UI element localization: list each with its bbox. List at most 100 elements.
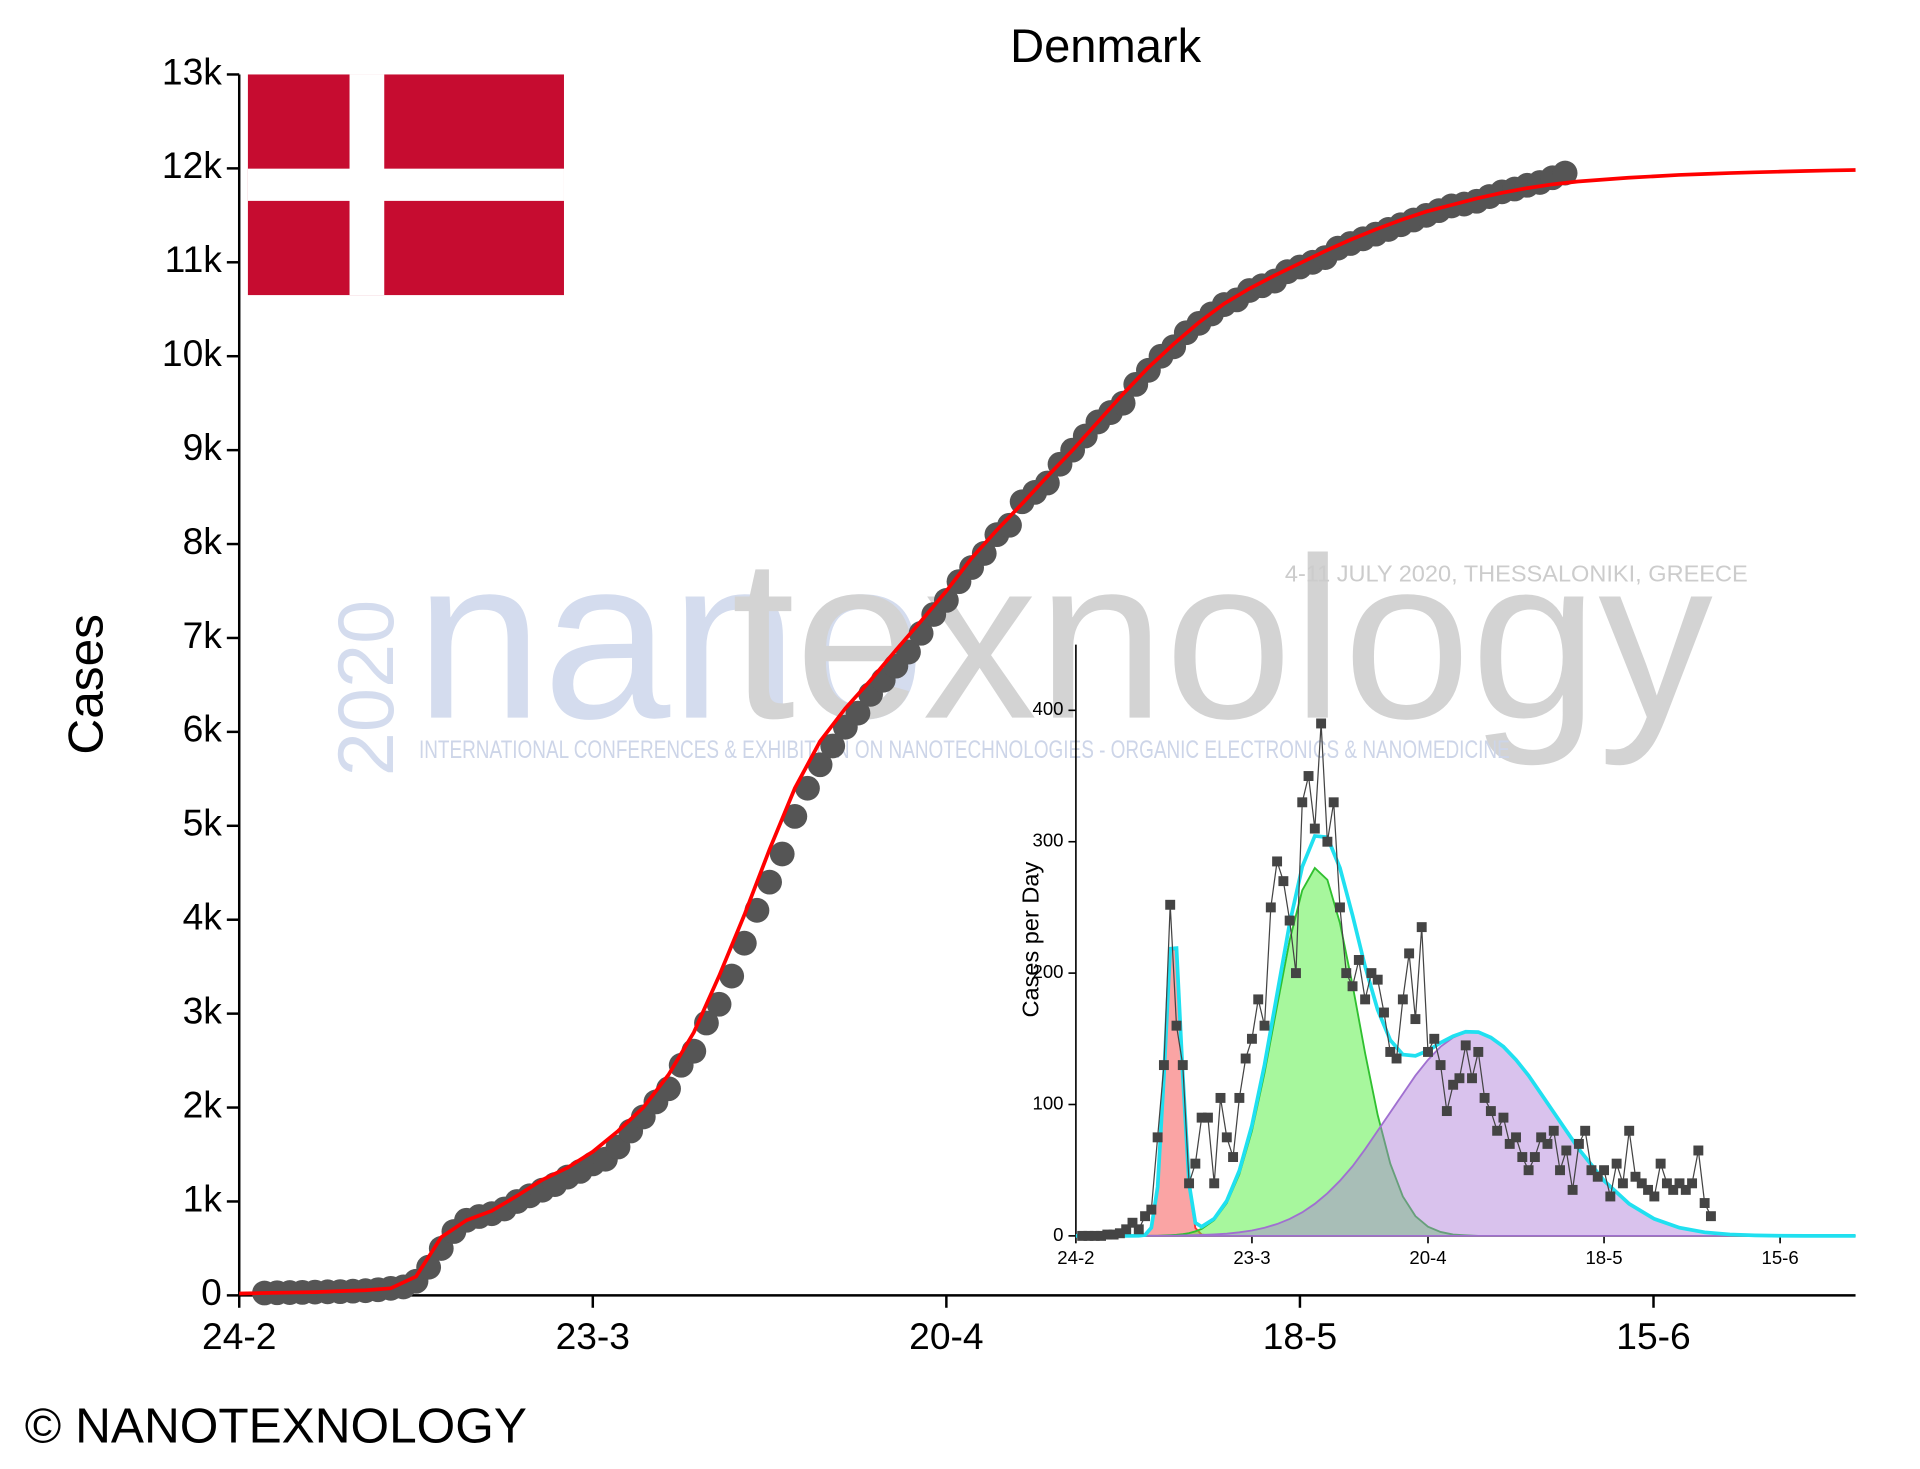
data-point bbox=[807, 752, 833, 778]
data-point bbox=[795, 775, 820, 801]
watermark-dates: 4-11 JULY 2020, THESSALONIKI, GREECE bbox=[1285, 560, 1748, 586]
y-tick-label: 2k bbox=[183, 1083, 223, 1125]
data-point bbox=[1687, 1178, 1698, 1189]
data-point bbox=[1586, 1165, 1597, 1176]
data-point bbox=[971, 541, 997, 566]
y-tick-label: 13k bbox=[162, 50, 222, 92]
data-point bbox=[1542, 1138, 1553, 1149]
data-point bbox=[1649, 1191, 1660, 1202]
data-point bbox=[1215, 1092, 1226, 1103]
data-point bbox=[1391, 1053, 1402, 1064]
data-point bbox=[1661, 1178, 1672, 1189]
watermark-texnology: texnology bbox=[731, 510, 1713, 767]
data-point bbox=[896, 639, 921, 665]
x-tick-label: 23-3 bbox=[1233, 1247, 1270, 1268]
y-tick-label: 7k bbox=[183, 614, 223, 656]
data-point bbox=[1552, 160, 1578, 186]
data-point bbox=[1473, 1046, 1484, 1057]
data-point bbox=[845, 700, 871, 726]
x-tick-label: 18-5 bbox=[1263, 1315, 1337, 1357]
y-tick-label: 100 bbox=[1032, 1092, 1063, 1113]
data-point bbox=[428, 1236, 454, 1261]
data-point bbox=[1353, 955, 1364, 965]
y-tick-label: 12k bbox=[162, 144, 222, 186]
y-tick-label: 10k bbox=[162, 332, 222, 374]
data-point bbox=[1121, 1224, 1132, 1235]
data-point bbox=[1102, 1229, 1113, 1240]
data-point bbox=[731, 930, 757, 956]
data-point bbox=[1699, 1198, 1710, 1208]
data-point bbox=[782, 804, 808, 829]
data-point bbox=[706, 991, 732, 1017]
data-point bbox=[1517, 1152, 1528, 1163]
data-point bbox=[1385, 1046, 1396, 1057]
data-point bbox=[1322, 836, 1333, 847]
data-point bbox=[1089, 1230, 1100, 1241]
data-point bbox=[1127, 1217, 1138, 1228]
data-point bbox=[1705, 1211, 1716, 1222]
data-point bbox=[1492, 1125, 1503, 1136]
data-point bbox=[1479, 1092, 1490, 1103]
data-point bbox=[1177, 1060, 1188, 1071]
flag bbox=[247, 74, 564, 296]
data-point bbox=[681, 1038, 707, 1064]
data-point bbox=[1265, 902, 1276, 913]
data-point bbox=[1599, 1165, 1610, 1176]
data-point bbox=[1360, 994, 1371, 1005]
data-point bbox=[1096, 1230, 1107, 1241]
data-point bbox=[1316, 718, 1327, 729]
y-tick-label: 0 bbox=[201, 1271, 222, 1313]
data-point bbox=[1561, 1145, 1572, 1156]
data-point bbox=[1284, 915, 1295, 926]
data-point bbox=[1303, 771, 1314, 781]
inset-y-axis-label: Cases per Day bbox=[1018, 862, 1044, 1018]
data-point bbox=[1246, 1033, 1257, 1044]
data-point bbox=[1467, 1073, 1477, 1084]
data-point bbox=[416, 1254, 442, 1280]
watermark-subtitle: INTERNATIONAL CONFERENCES & EXHIBITION O… bbox=[419, 737, 1510, 764]
y-tick-label: 11k bbox=[165, 238, 223, 280]
data-point bbox=[1347, 981, 1358, 992]
data-point bbox=[1190, 1158, 1201, 1169]
data-point bbox=[1674, 1178, 1685, 1189]
data-point bbox=[1404, 948, 1415, 959]
data-point bbox=[1341, 968, 1352, 979]
data-point bbox=[997, 512, 1022, 538]
y-tick-label: 6k bbox=[183, 708, 223, 750]
data-point bbox=[1228, 1152, 1239, 1163]
watermark-year: 2020 bbox=[321, 600, 410, 776]
data-point bbox=[1693, 1145, 1704, 1156]
flag-cross-h bbox=[247, 168, 564, 201]
data-point bbox=[1297, 797, 1308, 808]
data-point bbox=[1498, 1112, 1509, 1123]
data-point bbox=[1379, 1007, 1389, 1018]
data-point bbox=[1504, 1138, 1515, 1149]
data-point bbox=[1435, 1060, 1446, 1071]
y-tick-label: 4k bbox=[183, 896, 223, 938]
data-point bbox=[1110, 390, 1136, 416]
y-tick-label: 9k bbox=[183, 426, 223, 468]
data-point bbox=[1259, 1020, 1270, 1031]
data-point bbox=[1441, 1106, 1452, 1117]
data-point bbox=[1171, 1020, 1182, 1031]
data-point bbox=[1429, 1033, 1440, 1044]
data-point bbox=[1460, 1040, 1471, 1051]
data-point bbox=[1655, 1158, 1666, 1169]
data-point bbox=[1114, 1228, 1125, 1239]
y-tick-label: 300 bbox=[1032, 830, 1063, 851]
data-point bbox=[1548, 1125, 1559, 1136]
data-point bbox=[1423, 1046, 1433, 1057]
data-point bbox=[1485, 1106, 1496, 1117]
data-point bbox=[1454, 1073, 1465, 1084]
x-tick-label: 23-3 bbox=[556, 1315, 630, 1357]
fit-line bbox=[239, 168, 1856, 1296]
data-point bbox=[1108, 1229, 1119, 1240]
data-point bbox=[1611, 1158, 1622, 1169]
data-point bbox=[1158, 1060, 1169, 1071]
data-point bbox=[1511, 1132, 1521, 1143]
data-point bbox=[1272, 856, 1283, 867]
data-point bbox=[1624, 1125, 1635, 1136]
x-tick-label: 15-6 bbox=[1616, 1315, 1690, 1357]
